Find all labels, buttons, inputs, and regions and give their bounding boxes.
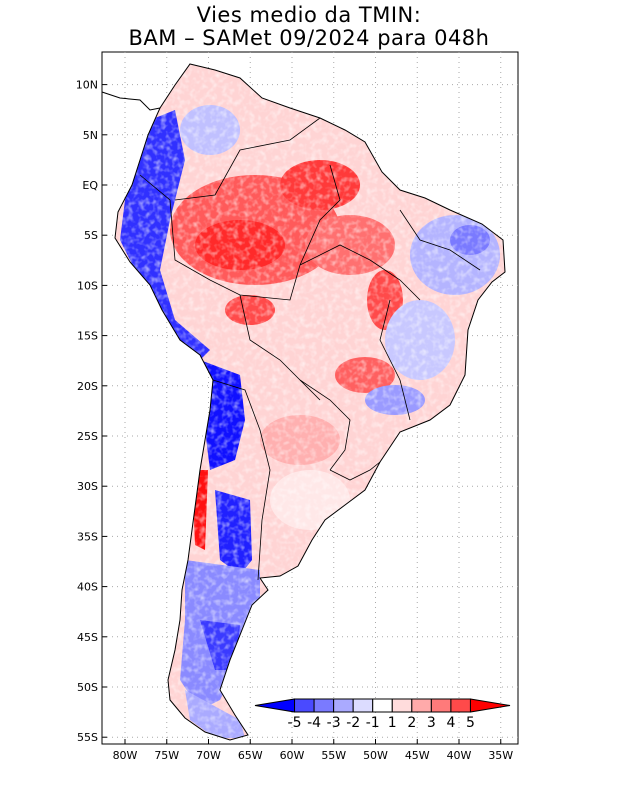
lat-label: 5N [83, 129, 98, 142]
lon-label: 80W [113, 749, 138, 762]
chart-title-line1: Vies medio da TMIN: [196, 3, 422, 27]
colorbar-segment [313, 698, 335, 713]
lon-label: 60W [280, 749, 305, 762]
colorbar-segment [333, 698, 354, 713]
lat-label: EQ [82, 179, 98, 192]
colorbar-label: 4 [446, 715, 455, 731]
lat-label: 30S [77, 480, 98, 493]
colorbar-segment [391, 698, 413, 713]
border-brazil-states-4 [379, 299, 411, 421]
border-uruguay [329, 461, 381, 481]
border-paraguay [299, 379, 351, 471]
border-bolivia [239, 294, 321, 401]
lat-label: 35S [77, 530, 98, 543]
colorbar: -5 -4 -3 -2 -1 1 2 3 4 5 [254, 698, 511, 731]
border-chile-argentina [212, 379, 271, 581]
lat-label: 20S [77, 380, 98, 393]
lon-label: 40W [447, 749, 472, 762]
longitude-labels: 80W 75W 70W 65W 60W 55W 50W 45W 40W 35W [113, 739, 513, 762]
colorbar-label: -5 [288, 715, 302, 731]
chart-title-line2: BAM – SAMet 09/2024 para 048h [128, 26, 490, 50]
lon-label: 45W [405, 749, 430, 762]
border-brazil-states-2 [299, 164, 341, 266]
lat-label: 5S [84, 229, 98, 242]
colorbar-label: -3 [327, 715, 341, 731]
border-peru-brazil [139, 174, 301, 301]
colorbar-segment [294, 698, 315, 713]
country-borders [139, 117, 481, 581]
colorbar-segment [411, 698, 432, 713]
colorbar-label: 5 [466, 715, 475, 731]
border-brazil-states-1 [299, 244, 421, 301]
lon-label: 35W [488, 749, 513, 762]
colorbar-segment [372, 698, 393, 713]
latitude-labels: 10N 5N EQ 5S 10S 15S 20S 25S 30S 35S 40S 45S 50S 55S [76, 79, 107, 744]
lon-label: 55W [321, 749, 346, 762]
lat-label: 50S [77, 681, 98, 694]
lat-label: 10S [77, 279, 98, 292]
central-america-coast [101, 91, 161, 111]
lon-label: 70W [196, 749, 221, 762]
colorbar-segment [352, 698, 374, 713]
colorbar-label: 3 [427, 715, 436, 731]
border-brazil-states-3 [399, 209, 481, 271]
lon-label: 50W [363, 749, 388, 762]
lat-label: 15S [77, 330, 98, 343]
colorbar-label: 2 [407, 715, 416, 731]
colorbar-segment [450, 698, 471, 713]
colorbar-label: 1 [388, 715, 397, 731]
lon-label: 65W [238, 749, 263, 762]
colorbar-label: -2 [346, 715, 360, 731]
colorbar-label: -4 [307, 715, 321, 731]
coastline [114, 63, 506, 741]
lat-label: 40S [77, 581, 98, 594]
colorbar-label: -1 [366, 715, 380, 731]
lon-label: 75W [154, 749, 179, 762]
colorbar-arrow-warm [469, 698, 511, 713]
lat-label: 10N [76, 79, 98, 92]
lat-label: 55S [77, 731, 98, 744]
border-colombia-venezuela [174, 117, 321, 201]
lat-label: 45S [77, 631, 98, 644]
lat-label: 25S [77, 430, 98, 443]
colorbar-segment [430, 698, 452, 713]
